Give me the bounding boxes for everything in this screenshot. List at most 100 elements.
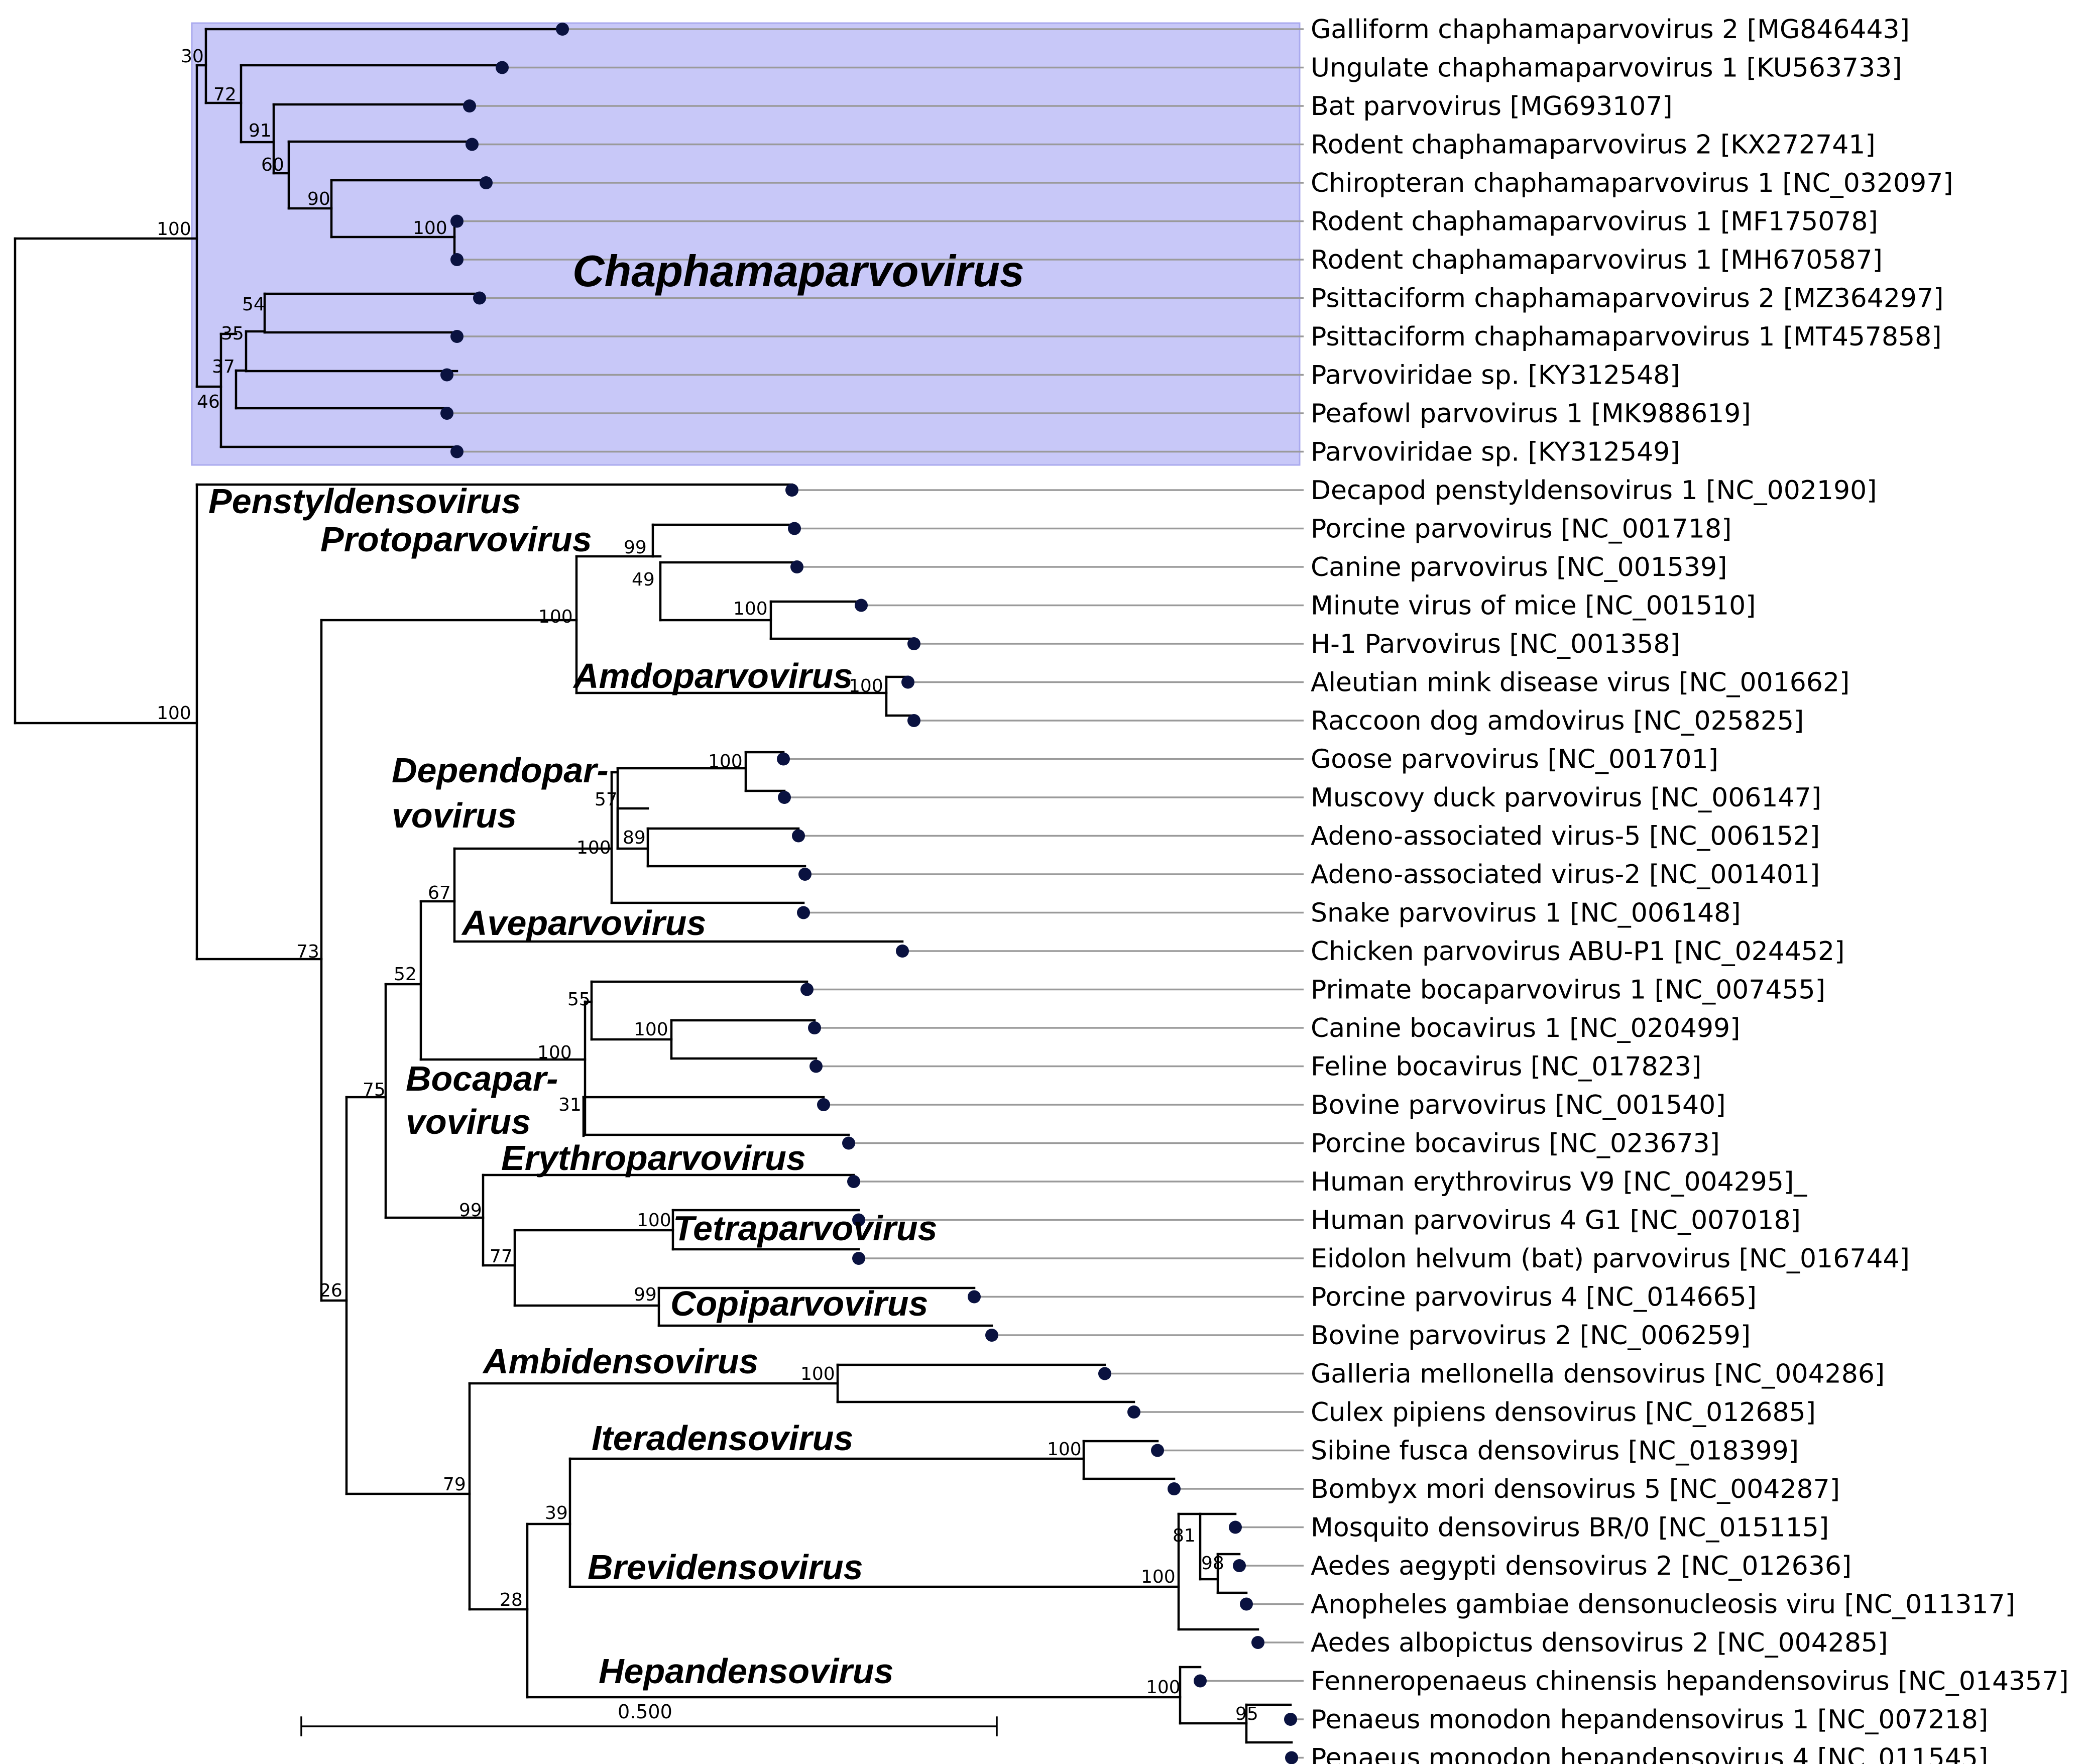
support-value: 100 (634, 1019, 668, 1040)
leaf-node (450, 214, 464, 228)
leaf-dots (440, 23, 1298, 1764)
scale-bar: 0.500 (300, 1701, 998, 1736)
taxon-label: Minute virus of mice [NC_001510] (1311, 591, 1756, 621)
support-value: 100 (1146, 1677, 1181, 1698)
support-value: 28 (500, 1590, 523, 1610)
taxon-label: Human parvovirus 4 G1 [NC_007018] (1311, 1206, 1801, 1236)
support-values: 100 100 30 72 91 60 90 100 54 35 37 46 7… (157, 46, 1258, 1724)
support-value: 79 (443, 1474, 466, 1495)
taxon-label: Mosquito densovirus BR/0 [NC_015115] (1311, 1513, 1829, 1543)
support-value: 100 (576, 838, 611, 858)
taxon-labels: Galliform chaphamaparvovirus 2 [MG846443… (1311, 15, 2069, 1764)
leaf-node (800, 983, 814, 996)
taxon-label: Chicken parvovirus ABU-P1 [NC_024452] (1311, 936, 1844, 967)
support-value: 39 (545, 1503, 568, 1523)
leaf-node (797, 906, 810, 919)
genus-label-hepandensovirus: Hepandensovirus (599, 1652, 893, 1691)
taxon-label: Galleria mellonella densovirus [NC_00428… (1311, 1359, 1885, 1389)
support-value: 46 (197, 392, 220, 412)
taxon-label: Adeno-associated virus-2 [NC_001401] (1311, 860, 1820, 890)
leaf-node (808, 1021, 821, 1034)
leaf-node (817, 1098, 830, 1111)
support-value: 35 (221, 323, 244, 344)
leaf-node (985, 1329, 998, 1342)
support-value: 57 (595, 789, 618, 810)
taxon-label: Canine bocavirus 1 [NC_020499] (1311, 1013, 1740, 1043)
leaf-node (907, 637, 920, 650)
genus-label-protoparvovirus: Protoparvovirus (320, 520, 592, 559)
support-value: 100 (1047, 1439, 1082, 1460)
support-value: 100 (849, 676, 883, 696)
leaf-node (847, 1175, 860, 1188)
leaf-node (778, 791, 791, 804)
support-value: 100 (538, 607, 573, 627)
leaf-node (450, 253, 464, 266)
taxon-label: Decapod penstyldensovirus 1 [NC_002190] (1311, 476, 1877, 506)
taxon-label: Ungulate chaphamaparvovirus 1 [KU563733] (1311, 53, 1902, 83)
support-value: 52 (394, 964, 417, 985)
taxon-label: Chiropteran chaphamaparvovirus 1 [NC_032… (1311, 168, 1953, 198)
leaf-node (907, 714, 920, 727)
leaf-node (901, 675, 914, 689)
leaf-node (1285, 1751, 1298, 1764)
leaf-node (855, 599, 868, 612)
leaf-node (785, 484, 798, 497)
leaf-node (1194, 1674, 1207, 1688)
support-value: 100 (1141, 1567, 1176, 1587)
genus-label-dependoparvovirus: vovirus (392, 796, 517, 835)
support-value: 37 (212, 357, 235, 377)
support-value: 100 (157, 703, 191, 724)
leaf-node (788, 522, 801, 535)
support-value: 77 (490, 1246, 513, 1267)
leaf-node (463, 99, 476, 112)
support-value: 100 (708, 751, 743, 772)
taxon-label: Parvoviridae sp. [KY312548] (1311, 361, 1680, 391)
support-value: 73 (296, 942, 319, 962)
support-value: 31 (558, 1095, 582, 1115)
leaf-node (1127, 1405, 1140, 1419)
taxon-label: Peafowl parvovirus 1 [MK988619] (1311, 399, 1751, 429)
taxon-label: Raccoon dog amdovirus [NC_025825] (1311, 706, 1804, 736)
taxon-label: Rodent chaphamaparvovirus 1 [MH670587] (1311, 245, 1883, 275)
genus-label-erythroparvovirus: Erythroparvovirus (501, 1138, 806, 1178)
taxon-label: Feline bocavirus [NC_017823] (1311, 1052, 1701, 1082)
taxon-label: Aedes albopictus densovirus 2 [NC_004285… (1311, 1628, 1888, 1658)
taxon-label: Penaeus monodon hepandensovirus 1 [NC_00… (1311, 1705, 1988, 1735)
leaf-node (792, 829, 805, 843)
taxon-label: Galliform chaphamaparvovirus 2 [MG846443… (1311, 15, 1910, 45)
leaf-node (852, 1213, 865, 1227)
support-value: 54 (242, 294, 265, 315)
genus-label-bocaparvovirus: Bocapar- (406, 1059, 558, 1098)
leaf-node (968, 1290, 981, 1304)
genus-label-iteradensovirus: Iteradensovirus (592, 1419, 853, 1458)
support-value: 100 (157, 219, 191, 240)
leaf-node (852, 1252, 865, 1265)
taxon-label: H-1 Parvovirus [NC_001358] (1311, 629, 1680, 659)
leaf-node (798, 868, 812, 881)
support-value: 30 (181, 46, 204, 67)
taxon-label: Eidolon helvum (bat) parvovirus [NC_0167… (1311, 1244, 1910, 1274)
chaphamaparvovirus-highlight (191, 22, 1301, 466)
support-value: 91 (249, 121, 272, 141)
support-value: 55 (567, 989, 591, 1010)
leaf-node (777, 752, 790, 766)
support-value: 95 (1235, 1704, 1258, 1724)
support-value: 100 (733, 599, 768, 619)
support-value: 99 (459, 1200, 482, 1221)
taxon-label: Psittaciform chaphamaparvovirus 1 [MT457… (1311, 322, 1942, 352)
taxon-label: Sibine fusca densovirus [NC_018399] (1311, 1436, 1799, 1466)
taxon-label: Bombyx mori densovirus 5 [NC_004287] (1311, 1474, 1840, 1504)
leaf-node (1251, 1636, 1264, 1649)
genus-label-penstyldensovirus: Penstyldensovirus (208, 482, 521, 521)
tree-branches (14, 28, 1293, 1744)
leaf-node (440, 407, 453, 420)
support-value: 100 (637, 1210, 671, 1231)
taxon-label: Anopheles gambiae densonucleosis viru [N… (1311, 1590, 2015, 1620)
leaf-node (450, 445, 464, 458)
taxon-label: Culex pipiens densovirus [NC_012685] (1311, 1397, 1816, 1428)
taxon-label: Rodent chaphamaparvovirus 1 [MF175078] (1311, 207, 1878, 237)
genus-label-copiparvovirus: Copiparvovirus (670, 1284, 928, 1323)
taxon-label: Canine parvovirus [NC_001539] (1311, 552, 1727, 582)
genus-label-ambidensovirus: Ambidensovirus (482, 1342, 758, 1381)
